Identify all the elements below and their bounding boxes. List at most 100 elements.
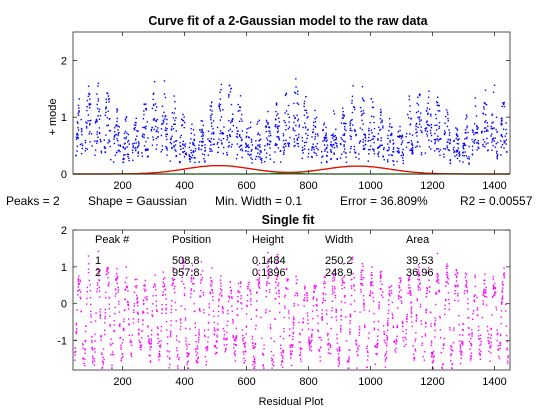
data-point bbox=[190, 128, 192, 130]
residual-point bbox=[253, 367, 255, 369]
data-point bbox=[276, 143, 278, 146]
data-point bbox=[160, 134, 163, 137]
residual-point bbox=[367, 355, 369, 357]
data-point bbox=[453, 151, 455, 154]
data-point bbox=[311, 146, 313, 148]
residual-point bbox=[243, 362, 246, 364]
residual-point bbox=[106, 273, 108, 275]
data-point bbox=[202, 135, 205, 137]
residual-point bbox=[399, 277, 402, 279]
data-point bbox=[382, 156, 385, 158]
residual-point bbox=[398, 291, 401, 293]
residual-point bbox=[118, 300, 120, 303]
data-point bbox=[313, 146, 315, 149]
data-point bbox=[174, 140, 177, 142]
residual-point bbox=[311, 333, 313, 335]
data-point bbox=[463, 142, 466, 145]
data-point bbox=[456, 149, 459, 152]
data-point bbox=[302, 152, 304, 154]
residual-point bbox=[258, 286, 260, 288]
residual-point bbox=[187, 355, 189, 357]
residual-point bbox=[273, 340, 275, 343]
residual-point bbox=[250, 318, 253, 321]
residual-point bbox=[459, 334, 461, 336]
data-point bbox=[250, 153, 252, 156]
data-point bbox=[374, 135, 376, 138]
data-point bbox=[320, 161, 323, 164]
residual-point bbox=[268, 288, 271, 291]
residual-point bbox=[171, 277, 174, 279]
residual-point bbox=[485, 296, 488, 298]
residual-point bbox=[321, 315, 324, 318]
residual-point bbox=[109, 315, 111, 317]
residual-point bbox=[396, 326, 399, 329]
data-point bbox=[75, 138, 78, 140]
residual-point bbox=[295, 282, 298, 285]
residual-point bbox=[210, 279, 212, 282]
data-point bbox=[170, 138, 172, 141]
data-point bbox=[317, 135, 319, 137]
residual-point bbox=[432, 367, 435, 369]
residual-point bbox=[446, 274, 448, 276]
data-point bbox=[97, 100, 100, 102]
table-cell: 957.8 bbox=[172, 267, 200, 279]
data-point bbox=[326, 144, 329, 146]
residual-point bbox=[360, 271, 362, 274]
residual-point bbox=[177, 353, 179, 356]
data-point bbox=[239, 106, 242, 109]
data-point bbox=[353, 106, 356, 109]
residual-point bbox=[323, 286, 326, 289]
data-point bbox=[314, 133, 317, 135]
residual-point bbox=[301, 329, 304, 331]
residual-point bbox=[320, 346, 322, 349]
residual-point bbox=[315, 309, 318, 311]
data-point bbox=[259, 144, 261, 146]
data-point bbox=[317, 149, 319, 151]
residual-point bbox=[113, 330, 115, 333]
residual-point bbox=[495, 306, 497, 308]
y-tick-label: -1 bbox=[57, 336, 67, 348]
residual-point bbox=[144, 279, 147, 282]
residual-point bbox=[154, 283, 156, 286]
residual-point bbox=[499, 341, 502, 344]
residual-point bbox=[281, 359, 284, 362]
residual-point bbox=[321, 318, 323, 320]
residual-point bbox=[82, 343, 84, 345]
residual-point bbox=[437, 275, 439, 277]
residual-point bbox=[344, 301, 346, 304]
residual-point bbox=[451, 349, 453, 352]
residual-point bbox=[181, 259, 184, 261]
residual-point bbox=[181, 276, 183, 279]
data-point bbox=[107, 110, 109, 113]
residual-point bbox=[379, 277, 382, 279]
residual-point bbox=[127, 301, 129, 304]
data-point bbox=[132, 145, 135, 147]
residual-point bbox=[506, 341, 509, 343]
residual-point bbox=[473, 299, 475, 302]
residual-point bbox=[485, 289, 487, 291]
residual-point bbox=[498, 355, 500, 358]
data-point bbox=[118, 126, 120, 128]
residual-point bbox=[139, 341, 141, 343]
data-point bbox=[331, 137, 334, 139]
data-point bbox=[315, 116, 318, 119]
data-point bbox=[275, 103, 278, 105]
data-point bbox=[237, 103, 239, 106]
data-point bbox=[314, 136, 316, 138]
data-point bbox=[204, 160, 206, 162]
residual-point bbox=[94, 340, 96, 342]
residual-point bbox=[464, 272, 467, 274]
residual-point bbox=[458, 324, 460, 326]
data-point bbox=[295, 124, 297, 127]
residual-point bbox=[197, 361, 199, 363]
data-point bbox=[288, 116, 291, 119]
residual-point bbox=[460, 350, 462, 352]
data-point bbox=[88, 133, 90, 135]
residual-point bbox=[252, 342, 254, 344]
data-point bbox=[483, 130, 486, 133]
data-point bbox=[448, 134, 451, 136]
residual-point bbox=[217, 305, 220, 307]
data-point bbox=[150, 128, 153, 131]
residual-point bbox=[258, 282, 260, 284]
residual-point bbox=[278, 292, 280, 295]
